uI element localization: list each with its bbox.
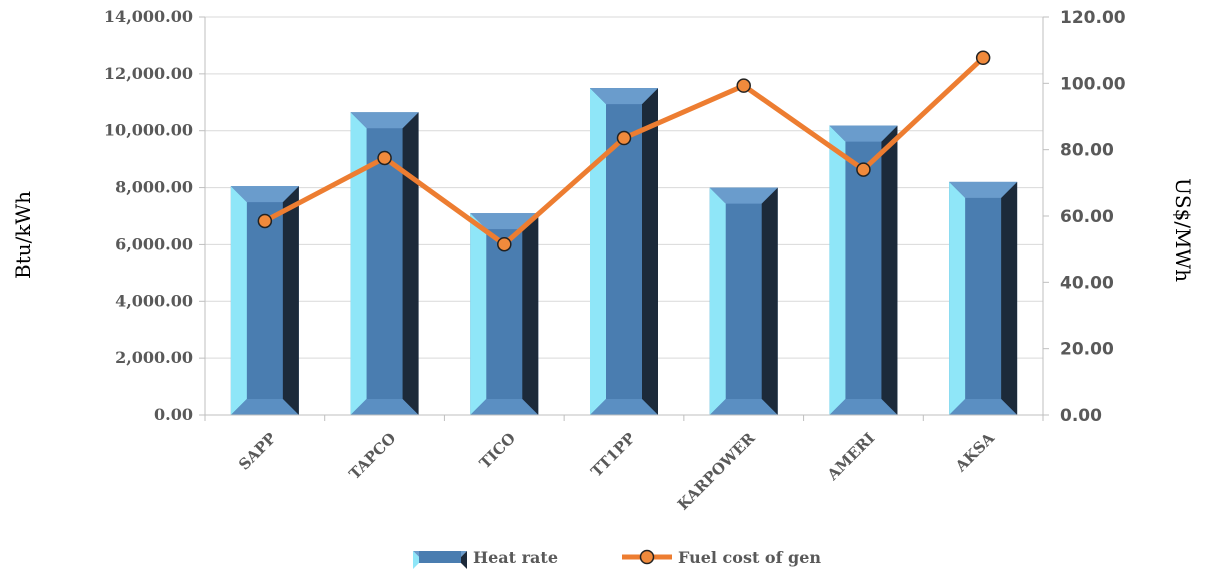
legend-label-fuel-cost: Fuel cost of gen <box>678 548 821 567</box>
bar-sapp <box>230 186 299 415</box>
legend-item-fuel-cost: Fuel cost of gen <box>622 548 821 567</box>
legend-item-heat-rate: Heat rate <box>413 548 558 569</box>
category-label: AMERI <box>823 429 878 484</box>
category-label: TAPCO <box>345 429 399 483</box>
left-tick-label: 4,000.00 <box>115 291 193 310</box>
left-tick-label: 12,000.00 <box>104 64 193 83</box>
right-tick-label: 120.00 <box>1060 8 1126 28</box>
right-tick-label: 60.00 <box>1060 207 1114 227</box>
right-tick-label: 80.00 <box>1060 141 1114 161</box>
category-label: SAPP <box>235 429 280 474</box>
right-tick-label: 20.00 <box>1060 340 1114 360</box>
axes <box>199 16 1049 421</box>
left-tick-label: 0.00 <box>154 405 193 424</box>
bar-aksa <box>949 181 1018 415</box>
category-labels: SAPP TAPCO TICO TT1PP KARPOWER AMERI AKSA <box>235 429 998 514</box>
fuel-cost-point-tt1pp <box>616 130 632 146</box>
left-tick-label: 6,000.00 <box>115 234 193 253</box>
category-label: KARPOWER <box>674 429 759 514</box>
fuel-cost-point-karpower <box>736 78 751 93</box>
fuel-cost-point-tico <box>497 236 512 252</box>
category-label: TICO <box>476 429 519 472</box>
left-tick-label: 8,000.00 <box>115 178 193 197</box>
fuel-cost-line <box>257 50 991 252</box>
heat-rate-bars <box>230 88 1018 416</box>
bar-karpower <box>709 187 778 415</box>
left-tick-label: 14,000.00 <box>104 7 193 26</box>
right-tick-label: 0.00 <box>1060 406 1102 426</box>
category-label: AKSA <box>951 429 998 476</box>
right-axis-ticks: 0.00 20.00 40.00 60.00 80.00 100.00 120.00 <box>1060 8 1126 426</box>
legend: Heat rate Fuel cost of gen <box>413 548 821 569</box>
fuel-cost-point-ameri <box>856 162 871 177</box>
left-axis-ticks: 0.00 2,000.00 4,000.00 6,000.00 8,000.00 10,0… <box>104 7 193 424</box>
fuel-cost-point-tapco <box>377 150 392 166</box>
right-tick-label: 40.00 <box>1060 273 1114 293</box>
legend-label-heat-rate: Heat rate <box>473 548 558 567</box>
fuel-cost-point-sapp <box>257 213 273 229</box>
left-tick-label: 10,000.00 <box>104 121 193 140</box>
right-tick-label: 100.00 <box>1060 74 1126 94</box>
category-label: TT1PP <box>587 429 638 480</box>
fuel-cost-point-aksa <box>975 50 991 66</box>
bar-tapco <box>350 112 419 415</box>
left-tick-label: 2,000.00 <box>115 348 193 367</box>
y2-axis-title: US$/MWh <box>1171 178 1195 282</box>
y-axis-title: Btu/kWh <box>11 191 35 279</box>
